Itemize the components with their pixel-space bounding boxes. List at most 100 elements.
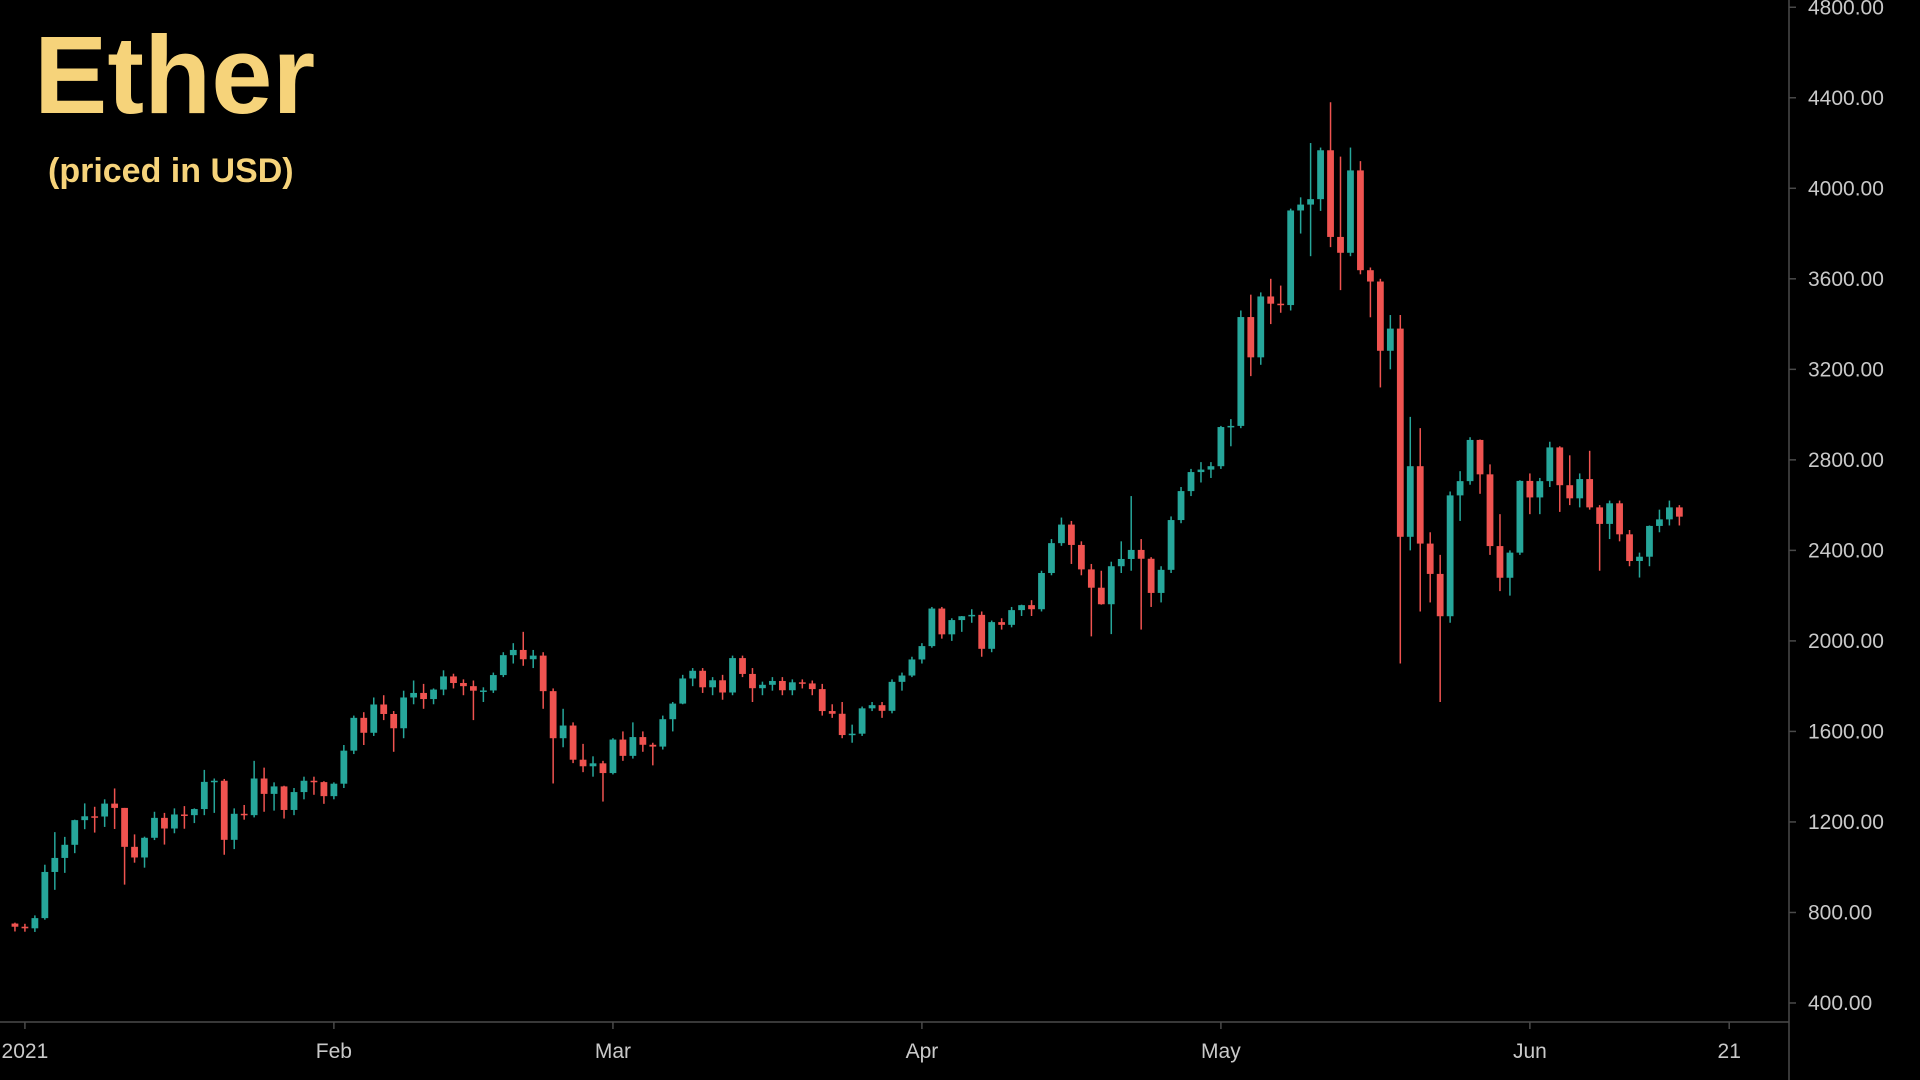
candle-body bbox=[1616, 503, 1623, 535]
candle-body bbox=[1376, 281, 1384, 351]
candle-body bbox=[1656, 519, 1663, 526]
y-tick-label: 4400.00 bbox=[1808, 87, 1884, 110]
candle-body bbox=[200, 781, 208, 810]
y-tick-label: 4000.00 bbox=[1808, 177, 1884, 200]
y-tick-label: 400.00 bbox=[1808, 992, 1872, 1015]
candle-body bbox=[1456, 481, 1464, 496]
candle-body bbox=[519, 649, 527, 660]
candle-body bbox=[390, 713, 398, 729]
candle-body bbox=[180, 814, 188, 816]
candle-body bbox=[988, 622, 996, 649]
candle-body bbox=[1297, 204, 1305, 211]
y-tick-label: 4800.00 bbox=[1808, 0, 1884, 19]
candle-body bbox=[1675, 507, 1683, 517]
x-tick-label: Apr bbox=[906, 1040, 939, 1063]
candle-body bbox=[1117, 558, 1125, 567]
chart-title: Ether bbox=[34, 14, 315, 137]
x-tick-label: Mar bbox=[595, 1040, 631, 1063]
candle-body bbox=[709, 680, 716, 688]
candle-body bbox=[609, 739, 617, 774]
candle-body bbox=[250, 778, 258, 816]
candle-body bbox=[1287, 210, 1295, 306]
candle-body bbox=[210, 780, 218, 783]
candle-body bbox=[11, 923, 19, 927]
candle-body bbox=[1277, 303, 1285, 306]
candle-body bbox=[400, 697, 408, 729]
candle-body bbox=[470, 686, 477, 691]
candle-body bbox=[1207, 466, 1215, 470]
candle-body bbox=[280, 786, 288, 810]
candle-body bbox=[1576, 479, 1584, 499]
candle-body bbox=[1048, 543, 1055, 574]
candle-body bbox=[370, 704, 378, 733]
candle-body bbox=[1058, 524, 1065, 544]
candle-body bbox=[330, 783, 338, 797]
candle-body bbox=[539, 655, 547, 692]
candle-body bbox=[1327, 150, 1334, 237]
candle-body bbox=[719, 680, 726, 693]
candle-body bbox=[1317, 150, 1324, 200]
candle-body bbox=[1147, 558, 1155, 593]
candle-body bbox=[569, 725, 577, 760]
candle-body bbox=[1566, 485, 1574, 499]
candle-body bbox=[579, 759, 587, 767]
candle-body bbox=[360, 717, 368, 733]
candle-body bbox=[1516, 480, 1524, 553]
candle-body bbox=[350, 717, 358, 751]
candle-body bbox=[529, 655, 537, 660]
candle-body bbox=[290, 792, 298, 810]
candle-body bbox=[729, 658, 736, 693]
candle-body bbox=[131, 846, 138, 858]
candle-body bbox=[489, 675, 497, 691]
candle-body bbox=[1097, 587, 1105, 605]
candle-body bbox=[1496, 546, 1504, 578]
candle-body bbox=[649, 744, 657, 747]
y-tick-label: 2000.00 bbox=[1808, 630, 1884, 653]
candle-body bbox=[101, 803, 109, 817]
candle-body bbox=[549, 691, 557, 739]
y-tick-label: 1200.00 bbox=[1808, 811, 1884, 834]
candle-body bbox=[928, 608, 936, 647]
candle-body bbox=[1556, 447, 1564, 486]
candle-body bbox=[1386, 328, 1394, 351]
candle-body bbox=[21, 926, 29, 929]
candle-body bbox=[320, 782, 328, 797]
x-tick-label: 21 bbox=[1718, 1040, 1741, 1063]
candle-body bbox=[1127, 549, 1135, 559]
candle-body bbox=[1137, 549, 1145, 559]
candle-body bbox=[918, 646, 926, 660]
candle-body bbox=[639, 737, 647, 745]
candle-body bbox=[1077, 544, 1085, 570]
candle-body bbox=[1357, 170, 1364, 271]
x-tick-label: Feb bbox=[316, 1040, 352, 1063]
candle-body bbox=[679, 678, 687, 704]
candle-body bbox=[509, 649, 517, 656]
y-tick-label: 1600.00 bbox=[1808, 720, 1884, 743]
candle-body bbox=[1177, 491, 1185, 521]
candle-body bbox=[888, 681, 896, 711]
candle-body bbox=[499, 655, 507, 676]
candle-body bbox=[838, 713, 846, 736]
candle-body bbox=[41, 871, 49, 919]
candle-body bbox=[778, 680, 786, 691]
candle-body bbox=[589, 763, 597, 767]
candle-body bbox=[998, 622, 1006, 625]
candle-body bbox=[619, 739, 627, 756]
candle-body bbox=[430, 689, 437, 700]
candle-body bbox=[230, 813, 238, 840]
candle-body bbox=[1267, 296, 1275, 304]
candle-body bbox=[310, 780, 318, 783]
candle-body bbox=[270, 786, 278, 794]
candle-body bbox=[1157, 569, 1165, 593]
x-tick-label: Jun bbox=[1513, 1040, 1547, 1063]
candle-body bbox=[71, 820, 79, 845]
chart-subtitle: (priced in USD) bbox=[48, 152, 294, 190]
candle-body bbox=[669, 703, 677, 720]
candle-body bbox=[340, 750, 348, 784]
candle-body bbox=[51, 857, 59, 872]
candle-body bbox=[1337, 236, 1344, 253]
candle-body bbox=[1217, 427, 1225, 467]
candle-body bbox=[440, 676, 447, 690]
candle-body bbox=[828, 711, 836, 714]
candle-body bbox=[1237, 317, 1245, 426]
